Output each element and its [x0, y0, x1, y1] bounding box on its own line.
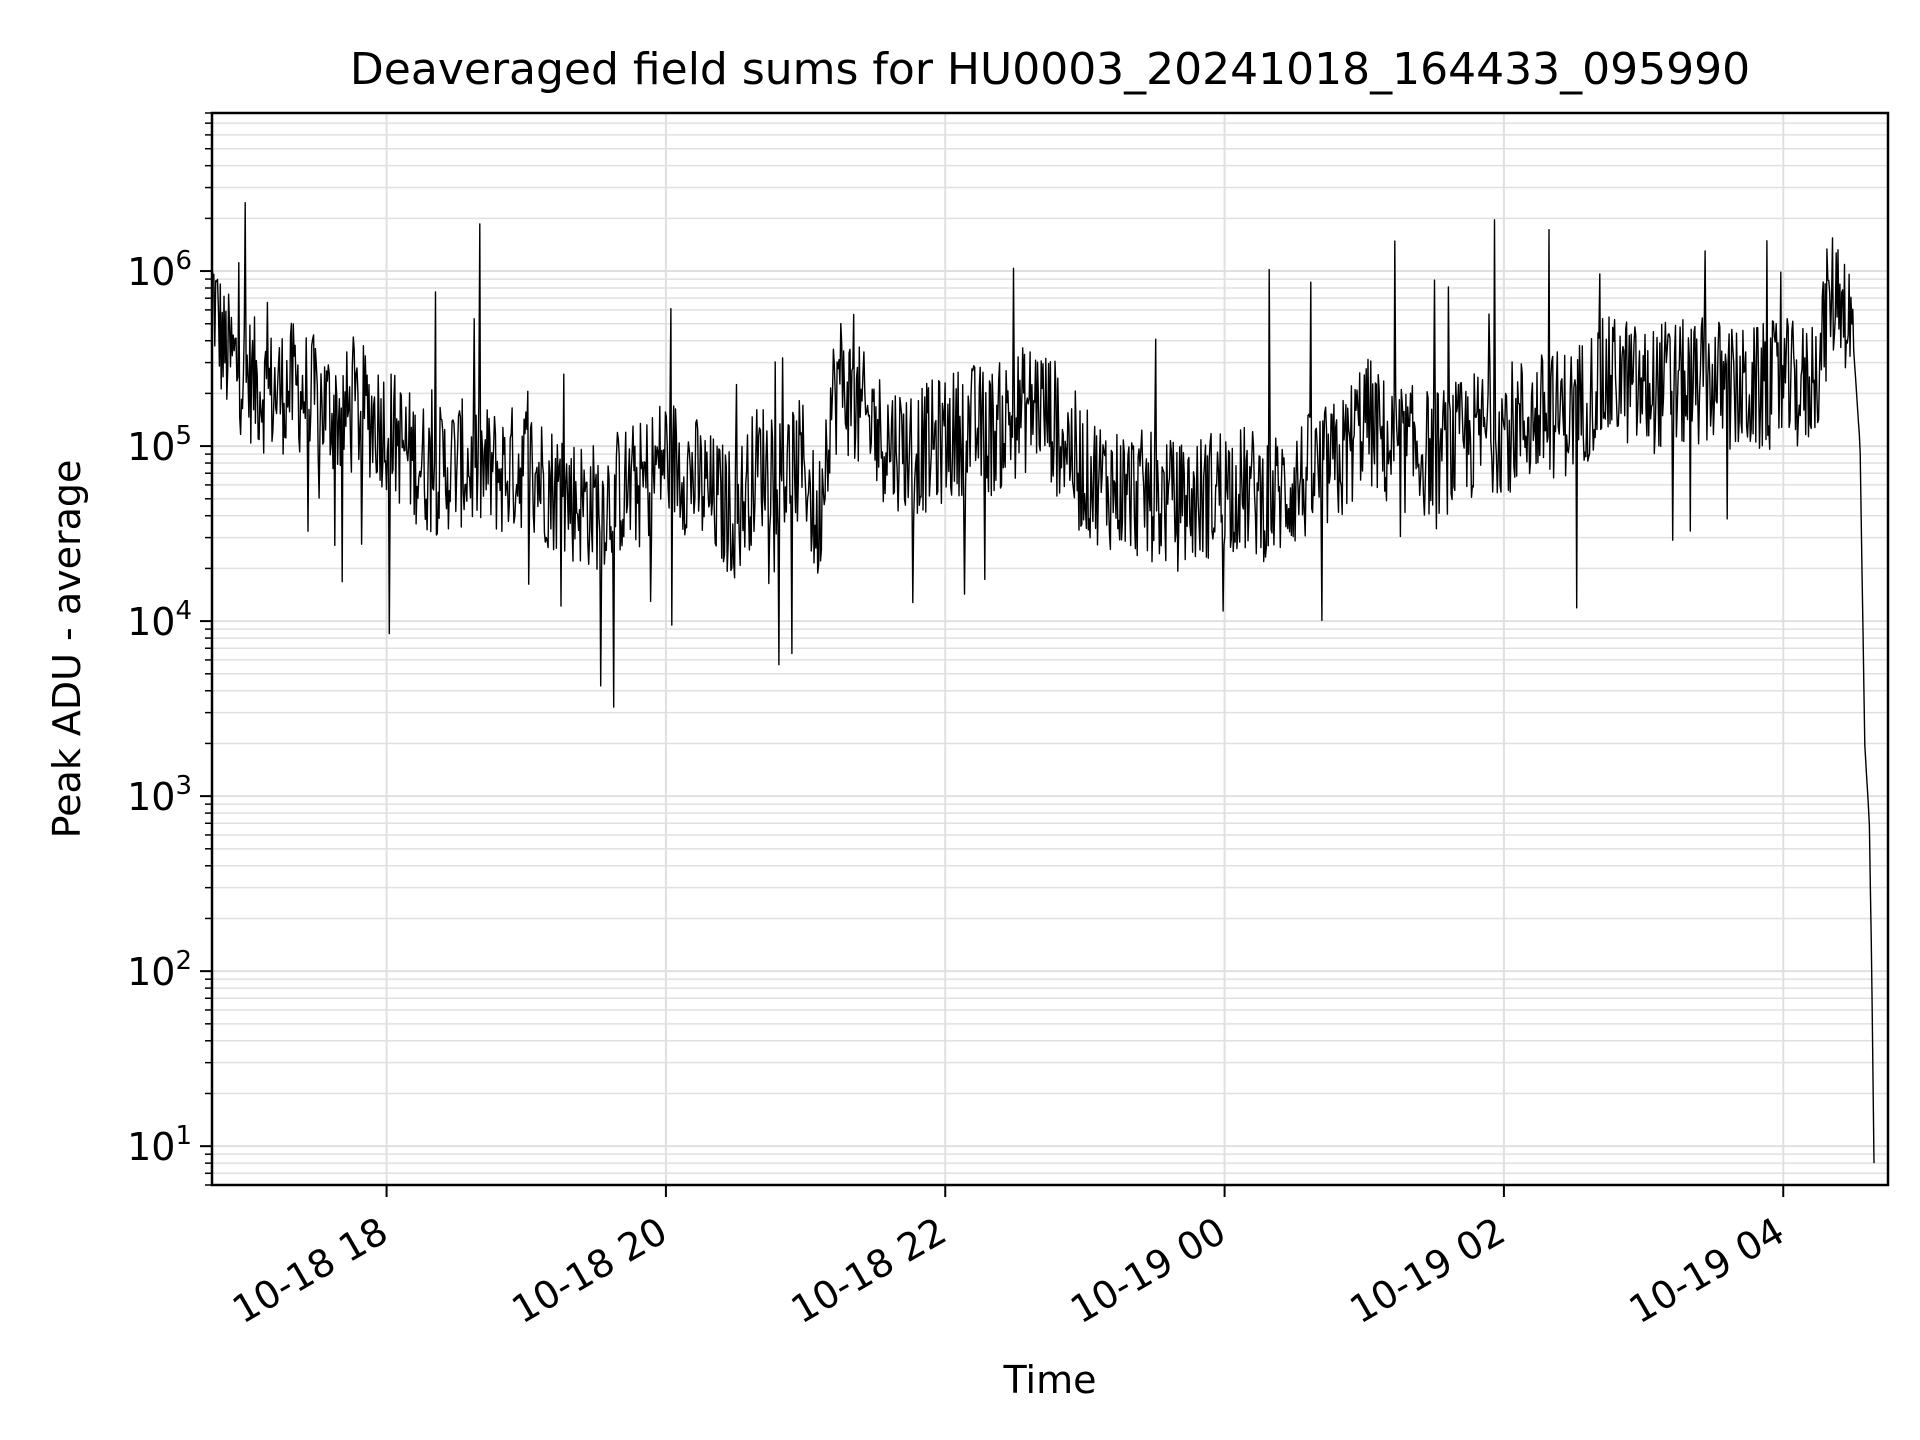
- plot-frame: [210, 111, 1890, 1187]
- chart-title: Deaveraged field sums for HU0003_2024101…: [350, 44, 1750, 95]
- x-axis-label: Time: [1003, 1358, 1097, 1402]
- y-tick-label: 102: [127, 946, 192, 994]
- plot-series: [211, 202, 1875, 1164]
- y-axis-label: Peak ADU - average: [45, 460, 89, 839]
- y-tick-label: 104: [127, 596, 192, 644]
- y-tick-label: 101: [127, 1121, 192, 1169]
- y-axis-ticks: 101 102 103 104 105 106: [127, 112, 212, 1186]
- y-tick-label: 103: [127, 771, 192, 819]
- y-tick-label: 106: [127, 246, 192, 294]
- y-tick-label: 105: [127, 421, 192, 469]
- series-line: [211, 202, 1875, 1164]
